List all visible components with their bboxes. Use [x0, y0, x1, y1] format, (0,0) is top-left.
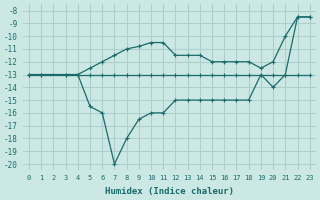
X-axis label: Humidex (Indice chaleur): Humidex (Indice chaleur) — [105, 187, 234, 196]
